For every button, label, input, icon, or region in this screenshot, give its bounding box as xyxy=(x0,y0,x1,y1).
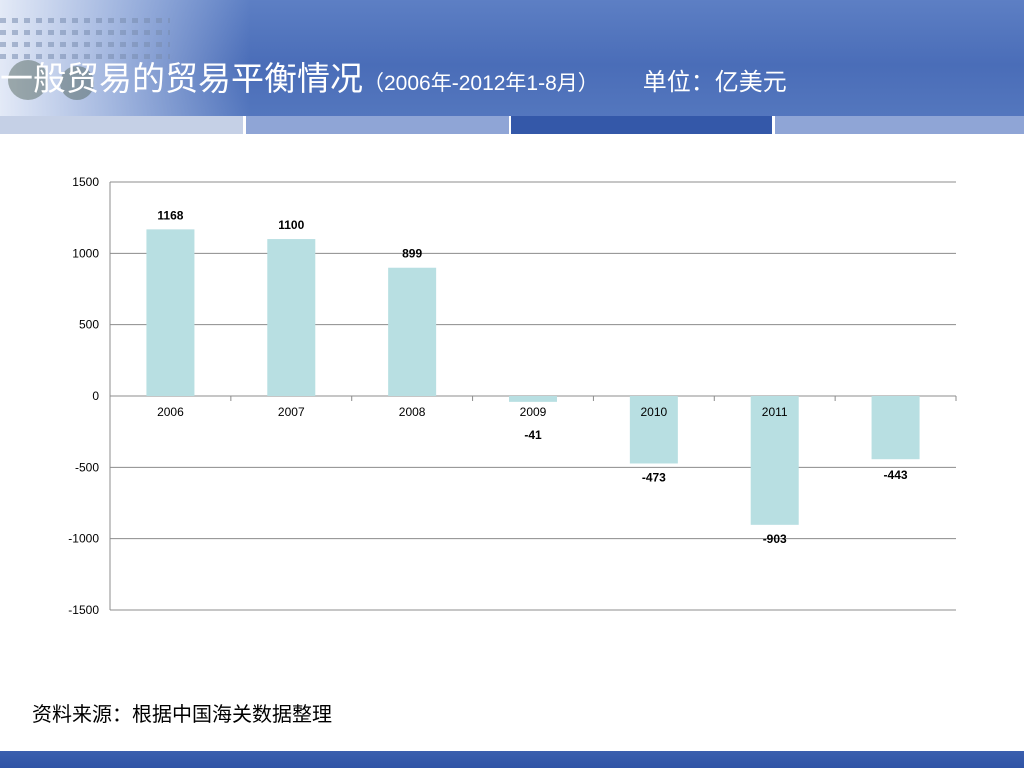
x-tick-label: 2011 xyxy=(762,405,788,419)
stripe-segment xyxy=(0,116,243,134)
building-window-row xyxy=(0,18,170,23)
tree-icon xyxy=(60,66,94,100)
y-tick-label: 1000 xyxy=(72,246,99,260)
x-tick-label: 2006 xyxy=(157,405,184,419)
x-tick-label: 2009 xyxy=(520,405,547,419)
building-photo xyxy=(0,0,250,118)
building-window-row xyxy=(0,54,170,59)
slide-title: 一般贸易的贸易平衡情况（2006年-2012年1-8月） 单位：亿美元 xyxy=(0,54,787,104)
x-tick-label: 2007 xyxy=(278,405,305,419)
y-tick-label: -1500 xyxy=(68,603,99,617)
y-tick-label: -500 xyxy=(75,460,99,474)
x-tick-label: 2010 xyxy=(641,405,668,419)
data-label: 1168 xyxy=(157,208,183,222)
data-label: -903 xyxy=(763,532,787,546)
trade-balance-chart: 1500 1000 500 0 -500 -1000 -1500 2006 1168 2007 11… xyxy=(68,175,957,617)
title-unit: 单位：亿美元 xyxy=(642,68,787,96)
bar xyxy=(871,396,920,460)
bar xyxy=(146,229,195,396)
bar xyxy=(629,396,678,464)
stripe-segment xyxy=(775,116,1024,134)
tree-icon xyxy=(8,60,48,100)
y-tick-label: -1000 xyxy=(68,532,99,546)
building-window-row xyxy=(0,42,170,47)
y-tick-label: 500 xyxy=(79,318,99,332)
source-note: 资料来源：根据中国海关数据整理 xyxy=(32,702,332,726)
bar xyxy=(388,267,437,396)
stripe-segment xyxy=(246,116,509,134)
y-tick-label: 1500 xyxy=(72,175,99,189)
data-label: -41 xyxy=(524,428,542,442)
bar xyxy=(267,239,316,396)
bar xyxy=(509,396,557,402)
bar xyxy=(750,396,799,525)
title-main: 一般贸易的贸易平衡情况 xyxy=(0,59,363,98)
data-label: 1100 xyxy=(278,218,304,232)
y-tick-label: 0 xyxy=(92,389,99,403)
title-period: （2006年-2012年1-8月） xyxy=(363,72,599,95)
data-label: -443 xyxy=(884,468,908,482)
header-stripe-bar xyxy=(0,116,1024,134)
data-label: 899 xyxy=(402,247,422,261)
building-window-row xyxy=(0,30,170,35)
slide-footer xyxy=(0,751,1024,768)
data-label: -473 xyxy=(642,470,666,484)
slide-header: 一般贸易的贸易平衡情况（2006年-2012年1-8月） 单位：亿美元 xyxy=(0,0,1024,118)
x-tick-label: 2008 xyxy=(399,405,426,419)
stripe-segment xyxy=(511,116,772,134)
